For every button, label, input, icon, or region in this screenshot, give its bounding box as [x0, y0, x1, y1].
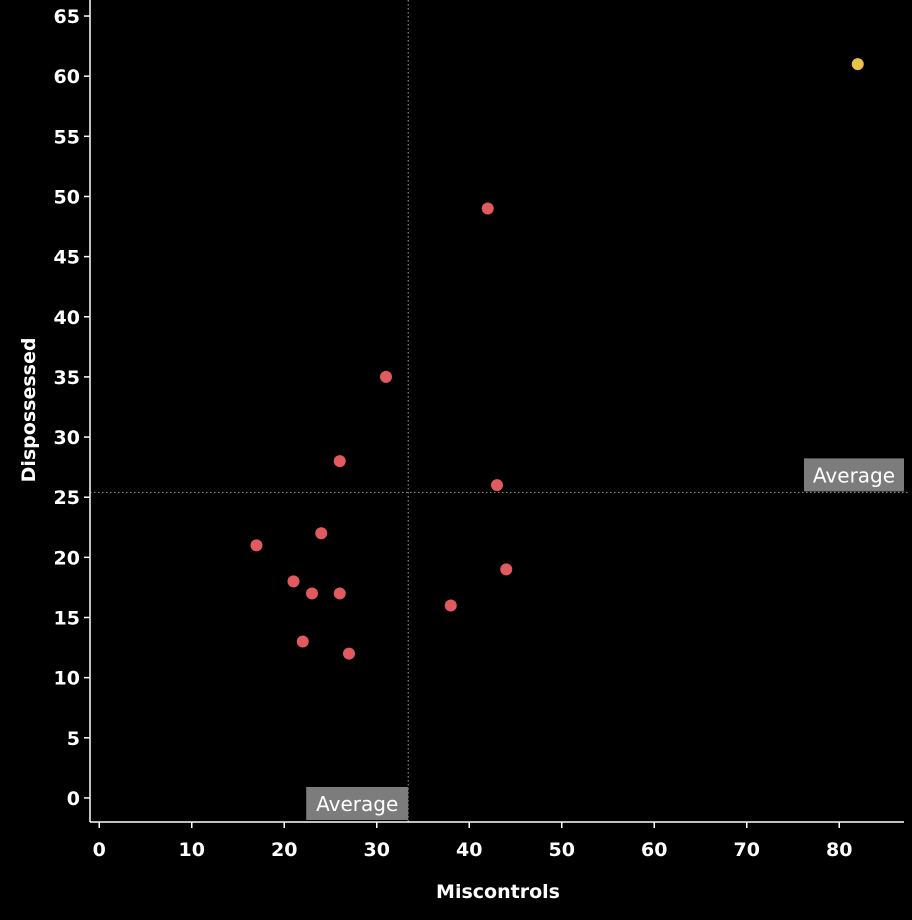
y-tick-label: 0: [67, 788, 80, 810]
x-tick-label: 80: [826, 839, 852, 861]
y-tick-label: 5: [67, 728, 80, 750]
data-point[interactable]: [333, 455, 346, 468]
data-point[interactable]: [250, 539, 263, 552]
x-axis-title: Miscontrols: [436, 881, 560, 903]
y-tick-label: 30: [54, 427, 80, 449]
x-tick-label: 30: [364, 839, 390, 861]
data-point[interactable]: [296, 635, 309, 648]
y-axis-title: Dispossessed: [18, 338, 40, 483]
data-point[interactable]: [315, 527, 328, 540]
y-tick-label: 20: [54, 547, 80, 569]
y-tick-label: 65: [54, 6, 80, 28]
x-tick-label: 60: [641, 839, 667, 861]
x-average-label: Average: [316, 792, 398, 816]
data-point[interactable]: [491, 479, 503, 492]
data-point[interactable]: [306, 587, 318, 600]
data-point[interactable]: [481, 202, 494, 215]
y-tick-label: 25: [54, 487, 80, 509]
y-tick-label: 15: [54, 608, 80, 630]
x-average-label-box: [306, 787, 409, 820]
x-tick-label: 40: [456, 839, 482, 861]
data-point[interactable]: [500, 563, 513, 576]
y-tick-label: 55: [54, 126, 80, 148]
x-tick-label: 0: [93, 839, 106, 861]
data-point[interactable]: [343, 647, 355, 660]
y-tick-label: 35: [54, 367, 80, 389]
y-tick-label: 45: [54, 247, 80, 269]
y-tick-label: 40: [54, 307, 80, 329]
data-point[interactable]: [380, 370, 392, 383]
y-tick-label: 10: [54, 668, 80, 690]
y-average-label: Average: [813, 463, 895, 487]
data-point[interactable]: [851, 58, 864, 71]
x-tick-label: 10: [179, 839, 205, 861]
data-point[interactable]: [287, 575, 300, 588]
data-point[interactable]: [444, 599, 457, 612]
y-tick-label: 50: [54, 186, 80, 208]
data-point[interactable]: [333, 587, 346, 600]
x-tick-label: 50: [549, 839, 575, 861]
y-average-label-box: [804, 458, 904, 492]
x-tick-label: 70: [734, 839, 760, 861]
y-tick-label: 60: [54, 66, 80, 88]
x-tick-label: 20: [271, 839, 297, 861]
